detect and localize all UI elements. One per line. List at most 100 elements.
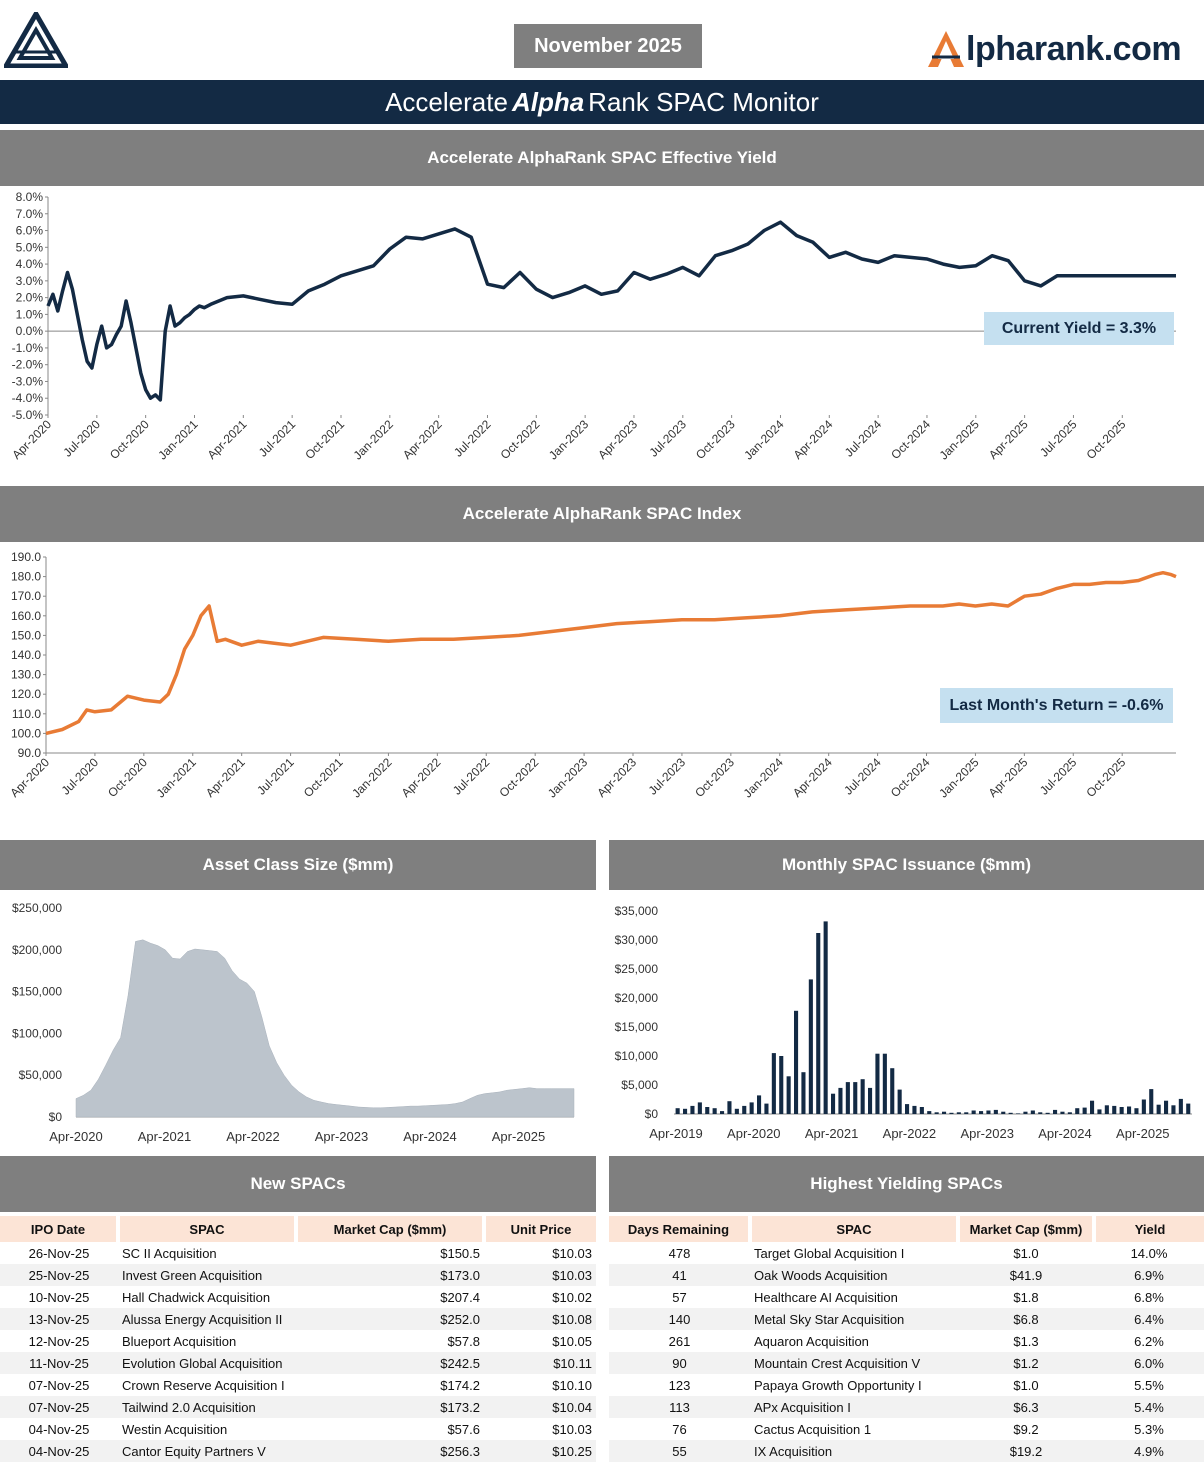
table-cell: SC II Acquisition	[122, 1245, 217, 1261]
x-tick-label: Apr-2022	[883, 1126, 936, 1141]
x-tick-label: Apr-2021	[205, 417, 250, 462]
y-tick-label: 140.0	[11, 648, 41, 662]
column-header: Unit Price	[484, 1216, 596, 1242]
issuance-bar	[1164, 1100, 1169, 1114]
table-cell: Metal Sky Star Acquisition	[750, 1308, 958, 1330]
issuance-bar	[1141, 1099, 1146, 1114]
issuance-bar	[1060, 1111, 1065, 1114]
table-cell: $6.3	[958, 1396, 1094, 1418]
table-cell: $1.8	[1013, 1289, 1039, 1305]
column-header: Market Cap ($mm)	[958, 1216, 1096, 1242]
current-yield-callout: Current Yield = 3.3%	[984, 312, 1174, 345]
last-month-return-callout: Last Month's Return = -0.6%	[940, 688, 1173, 723]
issuance-bar	[705, 1107, 710, 1114]
y-tick-label: $10,000	[615, 1049, 659, 1063]
table-header-row: IPO Date SPAC Market Cap ($mm) Unit Price	[0, 1216, 596, 1242]
x-tick-label: Jan-2023	[546, 417, 592, 463]
table-cell: 76	[672, 1421, 687, 1437]
x-tick-label: Jan-2021	[155, 417, 201, 463]
x-tick-label: Oct-2021	[301, 755, 346, 800]
table-cell: 11-Nov-25	[0, 1352, 118, 1374]
issuance-bar	[1112, 1105, 1117, 1114]
y-tick-label: 8.0%	[16, 190, 44, 204]
table-cell: 26-Nov-25	[28, 1245, 90, 1261]
issuance-bar	[875, 1053, 880, 1114]
x-tick-label: Oct-2025	[1084, 417, 1129, 462]
table-cell: 478	[668, 1245, 691, 1261]
table-cell: $1.0	[1013, 1377, 1039, 1393]
brand-text: lpharank.com	[966, 29, 1182, 68]
x-tick-label: Jan-2024	[741, 755, 787, 801]
issuance-bar	[912, 1105, 917, 1114]
table-cell: $242.5	[296, 1352, 484, 1374]
x-tick-label: Jul-2024	[841, 755, 884, 798]
table-cell: $1.0	[1013, 1245, 1039, 1261]
table-cell: $57.8	[447, 1333, 480, 1349]
x-tick-label: Apr-2024	[403, 1129, 456, 1144]
table-row: 11-Nov-25 Evolution Global Acquisition $24…	[0, 1352, 596, 1374]
table-cell: 04-Nov-25	[28, 1421, 90, 1437]
table-cell: 140	[609, 1308, 750, 1330]
table-cell: 12-Nov-25	[28, 1333, 90, 1349]
y-tick-label: $200,000	[12, 943, 62, 957]
issuance-bar	[890, 1068, 895, 1114]
table-cell: $150.5	[440, 1245, 480, 1261]
accelerate-logo	[1, 8, 71, 69]
table-header-row: Days Remaining SPAC Market Cap ($mm) Yield	[609, 1216, 1204, 1242]
table-cell: 6.0%	[1094, 1352, 1204, 1374]
issuance-bar	[757, 1095, 762, 1114]
y-tick-label: -5.0%	[12, 408, 44, 422]
issuance-bar	[1156, 1104, 1161, 1114]
table-cell: $173.0	[296, 1264, 484, 1286]
table-cell: $10.10	[552, 1377, 592, 1393]
x-tick-label: Jan-2025	[937, 417, 983, 463]
x-tick-label: Apr-2025	[986, 755, 1031, 800]
x-tick-label: Jul-2022	[451, 417, 494, 460]
y-tick-label: 1.0%	[16, 307, 44, 321]
table-row: 90 Mountain Crest Acquisition V $1.2 6.0%	[609, 1352, 1204, 1374]
x-tick-label: Apr-2020	[9, 417, 54, 462]
issuance-bar	[690, 1105, 695, 1114]
y-tick-label: 6.0%	[16, 224, 44, 238]
table-cell: $9.2	[1013, 1421, 1039, 1437]
alpharank-logo[interactable]: lpharank.com	[926, 24, 1198, 74]
issuance-bar	[1008, 1112, 1013, 1114]
x-tick-label: Oct-2020	[105, 755, 150, 800]
y-tick-label: 3.0%	[16, 274, 44, 288]
y-tick-label: $0	[645, 1107, 659, 1121]
y-tick-label: $250,000	[12, 901, 62, 915]
table-row: 57 Healthcare AI Acquisition $1.8 6.8%	[609, 1286, 1204, 1308]
x-tick-label: Jul-2020	[61, 417, 104, 460]
issuance-bar	[675, 1108, 680, 1114]
x-tick-label: Oct-2022	[498, 417, 543, 462]
area-series	[75, 939, 575, 1118]
x-tick-label: Apr-2025	[986, 417, 1031, 462]
column-header: SPAC	[118, 1216, 298, 1242]
table-cell: 6.8%	[1134, 1289, 1164, 1305]
issuance-bar	[1023, 1111, 1028, 1114]
issuance-chart: $35,000 $30,000 $25,000 $20,000 $15,000 $10,0…	[615, 904, 1192, 1141]
title-pre: Accelerate	[385, 86, 508, 117]
x-tick-label: Jan-2022	[351, 417, 397, 463]
y-tick-label: 2.0%	[16, 291, 44, 305]
issuance-bar	[808, 979, 813, 1114]
issuance-bar	[927, 1111, 932, 1114]
x-tick-label: Apr-2022	[400, 417, 445, 462]
issuance-bar	[1082, 1107, 1087, 1114]
table-cell: Healthcare AI Acquisition	[754, 1289, 898, 1305]
issuance-bar	[934, 1112, 939, 1114]
new-spacs-table: IPO Date SPAC Market Cap ($mm) Unit Price 2…	[0, 1216, 596, 1462]
x-tick-label: Apr-2021	[138, 1129, 191, 1144]
x-tick-label: Jul-2021	[256, 417, 299, 460]
y-tick-label: 0.0%	[16, 324, 44, 338]
table-cell: Papaya Growth Opportunity I	[754, 1377, 922, 1393]
table-cell: Invest Green Acquisition	[118, 1264, 296, 1286]
table-cell: 25-Nov-25	[0, 1264, 118, 1286]
table-cell: 6.9%	[1094, 1264, 1204, 1286]
issuance-bar	[838, 1087, 843, 1114]
issuance-bar	[683, 1108, 688, 1114]
table-cell: APx Acquisition I	[750, 1396, 958, 1418]
table-row: 478 Target Global Acquisition I $1.0 14.0%	[609, 1242, 1204, 1264]
table-cell: IX Acquisition	[750, 1440, 958, 1462]
x-tick-label: Oct-2024	[888, 417, 933, 462]
